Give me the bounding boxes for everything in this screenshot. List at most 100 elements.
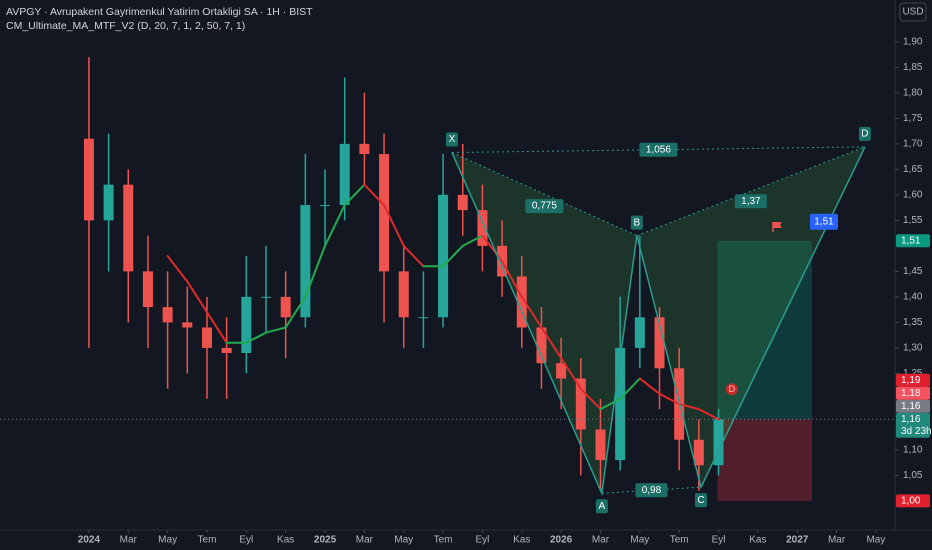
ratio-box xyxy=(734,194,767,209)
y-tick-label: 1,55 xyxy=(903,215,923,226)
point-box xyxy=(595,499,608,514)
candle-body xyxy=(438,194,449,318)
candle-body xyxy=(693,439,704,466)
y-tick-label: 1,40 xyxy=(903,292,923,303)
y-tick-label: 1,90 xyxy=(903,36,923,47)
candle-body xyxy=(320,205,331,207)
ma-segment xyxy=(619,377,641,400)
x-tick-label: Eyl xyxy=(712,535,726,546)
target-box xyxy=(809,213,838,230)
candle-body xyxy=(654,317,665,369)
candle-body xyxy=(713,419,724,466)
y-tick-label: 1,10 xyxy=(903,445,923,456)
ma-segment xyxy=(697,408,720,421)
pattern-xab xyxy=(451,152,637,494)
candle-body xyxy=(83,138,94,221)
candle-body xyxy=(300,205,311,318)
x-tick-label: Tem xyxy=(670,535,689,546)
ma-segment xyxy=(205,311,228,344)
candle-body xyxy=(103,184,114,221)
point-box xyxy=(445,132,458,147)
ma-segment xyxy=(678,403,700,411)
ma-segment xyxy=(461,234,484,247)
ma-segment xyxy=(304,244,327,298)
x-tick-label: May xyxy=(630,535,649,546)
ratio-label: 1,056 xyxy=(646,144,671,155)
ratio-line xyxy=(636,146,866,237)
ma-segment xyxy=(402,244,425,268)
ma-segment xyxy=(501,260,523,298)
x-tick-label: Mar xyxy=(356,535,374,546)
marker-label: D xyxy=(729,384,736,394)
candle-body xyxy=(359,143,370,155)
candle-body xyxy=(339,143,350,206)
ma-segment xyxy=(363,183,386,207)
chart-title: AVPGY · Avrupakent Gayrimenkul Yatirim O… xyxy=(6,6,313,18)
candle-body xyxy=(595,429,606,461)
x-tick-label: Tem xyxy=(198,535,217,546)
ma-segment xyxy=(166,255,189,283)
candle-body xyxy=(536,327,547,364)
y-tick-label: 1,30 xyxy=(903,343,923,354)
ma-segment xyxy=(658,392,681,406)
point-box xyxy=(858,126,871,141)
x-tick-label: Tem xyxy=(434,535,453,546)
y-tick-label: 1,60 xyxy=(903,190,923,201)
candle-body xyxy=(241,296,252,353)
point-label: D xyxy=(861,129,868,140)
point-label: A xyxy=(599,501,606,512)
candle-body xyxy=(142,271,153,308)
x-tick-label: Kas xyxy=(749,535,766,546)
price-tag xyxy=(896,234,930,248)
ma-segment xyxy=(560,357,582,390)
price-tag-label: 1,18 xyxy=(901,388,921,399)
x-tick-label: Mar xyxy=(120,535,138,546)
ma-segment xyxy=(343,183,366,207)
price-tag xyxy=(896,399,930,413)
ratio-label: 0,775 xyxy=(532,201,557,212)
currency[interactable]: USD xyxy=(902,7,923,18)
pattern-marker xyxy=(725,383,738,396)
y-tick-label: 1,45 xyxy=(903,266,923,277)
candle-body xyxy=(162,307,173,323)
position-loss xyxy=(717,419,812,501)
x-tick-label: May xyxy=(394,535,413,546)
ratio-line xyxy=(601,486,702,494)
candle-body xyxy=(634,317,645,348)
x-tick-label: May xyxy=(158,535,177,546)
candle-body xyxy=(201,327,212,348)
x-tick-label: 2027 xyxy=(786,535,809,546)
ma-segment xyxy=(265,326,287,334)
candle-body xyxy=(516,276,527,328)
price-tag xyxy=(896,373,930,387)
ma-segment xyxy=(540,326,563,360)
candle-body xyxy=(556,363,567,379)
ma-segment xyxy=(442,244,464,268)
indicator-label: CM_Ultimate_MA_MTF_V2 (D, 20, 7, 1, 2, 5… xyxy=(6,20,245,32)
y-tick-label: 1,35 xyxy=(903,317,923,328)
y-tick-label: 1,80 xyxy=(903,87,923,98)
pattern-bcd xyxy=(636,146,865,488)
x-tick-label: 2026 xyxy=(550,535,573,546)
ma-segment xyxy=(284,295,307,329)
candle-body xyxy=(123,184,134,272)
x-tick-label: Eyl xyxy=(475,535,489,546)
candle-body xyxy=(221,347,232,353)
candle-body xyxy=(418,317,429,319)
candle-body xyxy=(379,154,390,272)
price-tag xyxy=(896,494,930,508)
ratio-label: 0,98 xyxy=(642,485,662,496)
currency-box[interactable] xyxy=(899,2,927,22)
point-box xyxy=(630,215,643,230)
x-tick-label: Kas xyxy=(277,535,294,546)
price-tag-label: 1,00 xyxy=(901,496,921,507)
candle-body xyxy=(261,296,272,298)
price-tag-label: 1,19 xyxy=(901,375,921,386)
ma-segment xyxy=(520,295,543,329)
x-tick-label: 2024 xyxy=(78,535,101,546)
target-label: 1,51 xyxy=(814,216,834,227)
ma-segment xyxy=(383,204,405,247)
ma-segment xyxy=(481,234,504,263)
